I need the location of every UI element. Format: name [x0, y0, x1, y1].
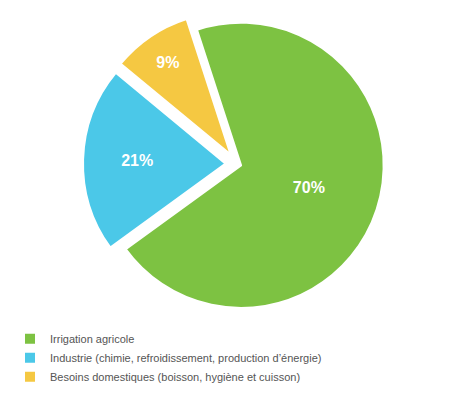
- svg-text:Industrie (chimie, refroidisse: Industrie (chimie, refroidissement, prod…: [50, 352, 321, 364]
- svg-text:Besoins domestiques (boisson,: Besoins domestiques (boisson, hygiène et…: [50, 371, 300, 383]
- svg-text:21%: 21%: [121, 152, 153, 169]
- svg-text:70%: 70%: [293, 179, 325, 196]
- svg-text:9%: 9%: [156, 54, 179, 71]
- svg-text:Irrigation agricole: Irrigation agricole: [50, 333, 134, 345]
